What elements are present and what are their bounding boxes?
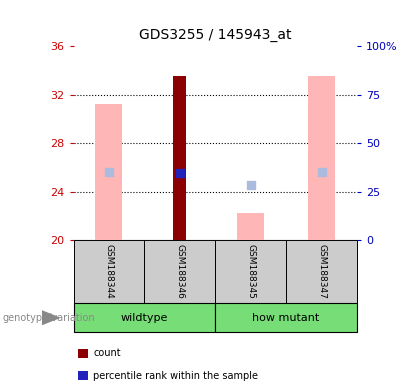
Text: percentile rank within the sample: percentile rank within the sample: [93, 371, 258, 381]
Bar: [95, 104, 122, 240]
Polygon shape: [42, 311, 59, 324]
Point: [176, 170, 183, 176]
Text: GSM188346: GSM188346: [175, 244, 184, 299]
Point: [247, 182, 254, 189]
Text: how mutant: how mutant: [252, 313, 320, 323]
Text: genotype/variation: genotype/variation: [2, 313, 95, 323]
Bar: [308, 76, 335, 240]
Text: wildtype: wildtype: [121, 313, 168, 323]
Text: GSM188344: GSM188344: [105, 244, 113, 299]
Bar: [237, 214, 264, 240]
Text: GSM188345: GSM188345: [246, 244, 255, 299]
Bar: [173, 76, 186, 240]
Title: GDS3255 / 145943_at: GDS3255 / 145943_at: [139, 28, 291, 42]
Point: [105, 169, 112, 175]
Text: GSM188347: GSM188347: [317, 244, 326, 299]
Point: [318, 169, 325, 175]
Text: count: count: [93, 348, 121, 358]
